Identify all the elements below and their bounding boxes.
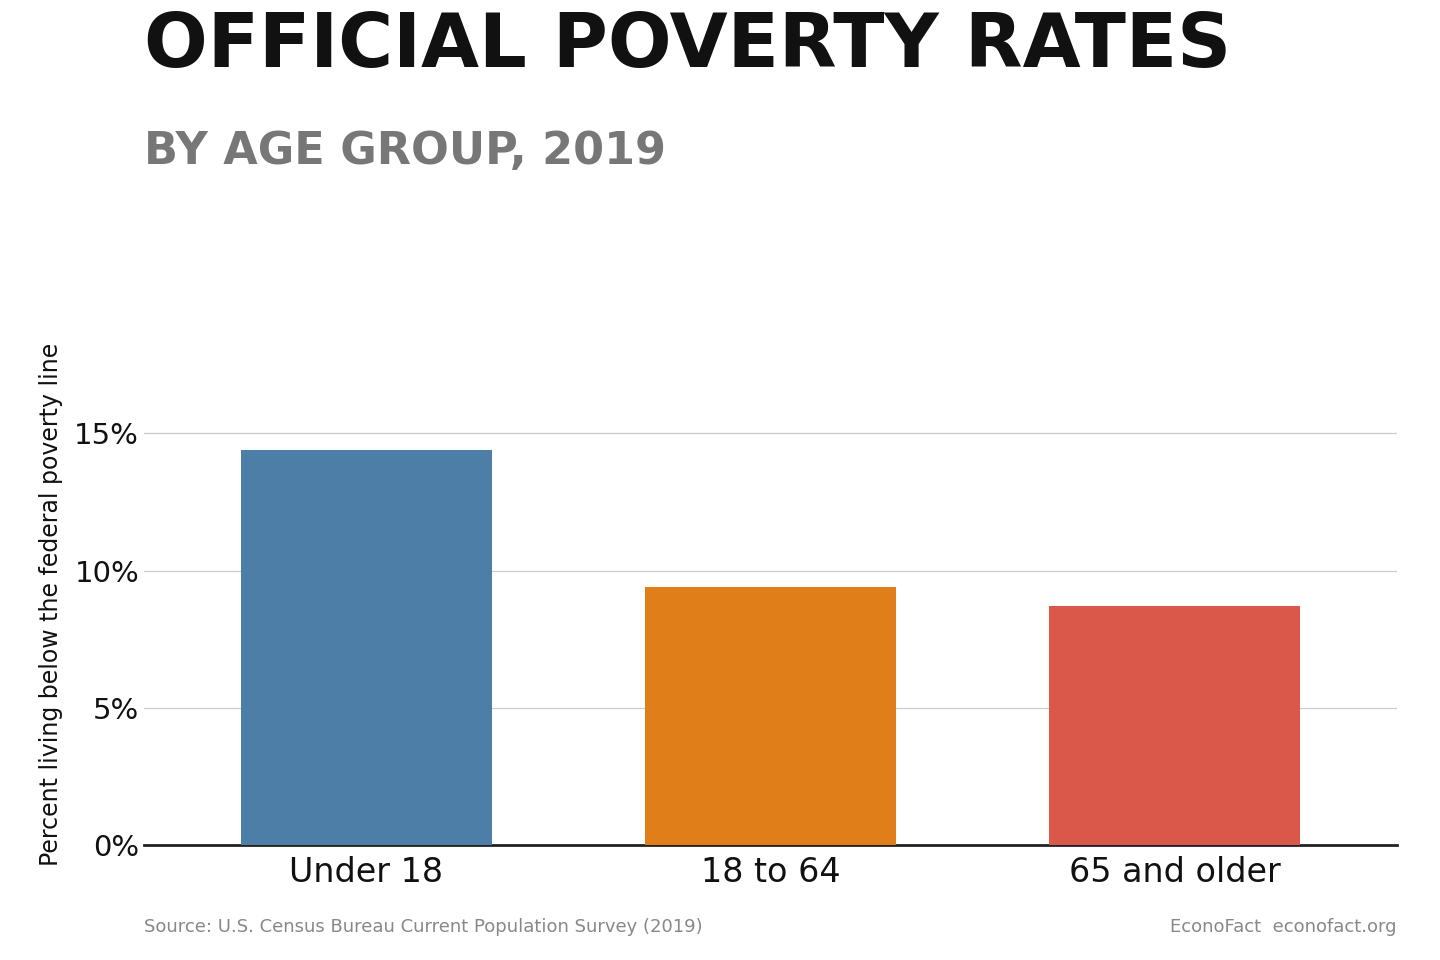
Bar bbox=[1050, 606, 1300, 845]
Y-axis label: Percent living below the federal poverty line: Percent living below the federal poverty… bbox=[39, 343, 63, 867]
Bar bbox=[645, 587, 896, 845]
Bar bbox=[240, 450, 491, 845]
Text: Source: U.S. Census Bureau Current Population Survey (2019): Source: U.S. Census Bureau Current Popul… bbox=[144, 918, 703, 936]
Text: EconoFact  econofact.org: EconoFact econofact.org bbox=[1171, 918, 1397, 936]
Text: OFFICIAL POVERTY RATES: OFFICIAL POVERTY RATES bbox=[144, 10, 1231, 83]
Text: BY AGE GROUP, 2019: BY AGE GROUP, 2019 bbox=[144, 130, 665, 173]
